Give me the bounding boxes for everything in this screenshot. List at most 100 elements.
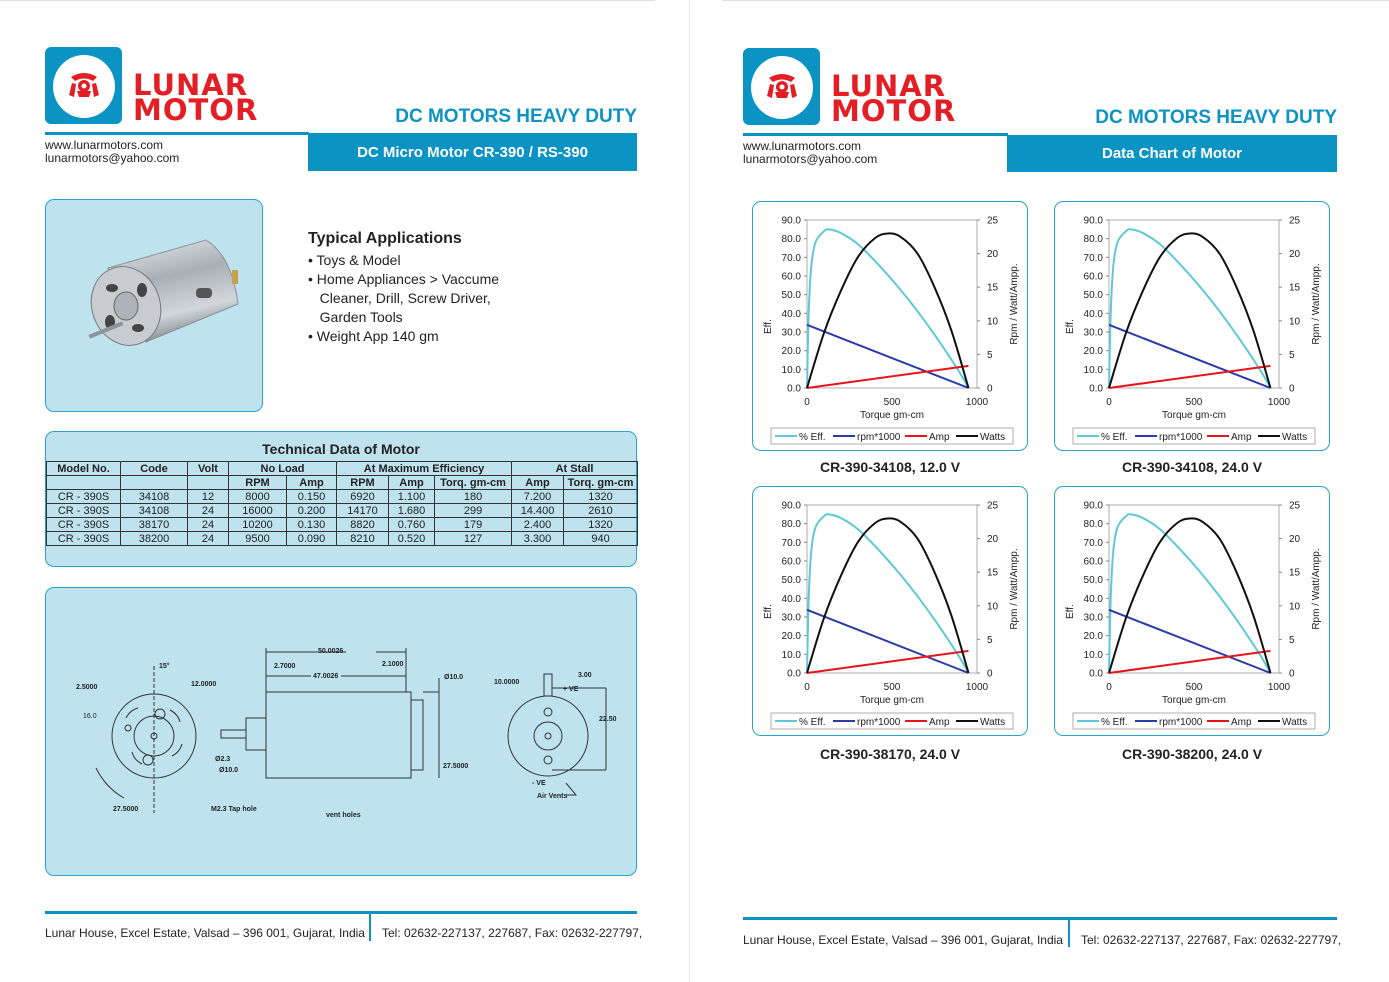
y2-tick-label: 25 <box>1289 501 1301 512</box>
plot-area <box>1108 504 1280 674</box>
motor-photo-panel <box>45 199 263 412</box>
col-header: At Maximum Efficiency <box>335 461 513 476</box>
table-cell: 24 <box>187 503 229 518</box>
y-tick-label: 60.0 <box>1084 272 1104 283</box>
y-tick-label: 30.0 <box>1084 328 1104 339</box>
series-line-watts <box>806 517 970 674</box>
dim-label: 2.7000 <box>274 663 296 670</box>
header-rule <box>45 132 309 135</box>
y-tick-label: 90.0 <box>1084 501 1104 512</box>
dim-label: 27.5000 <box>113 806 138 813</box>
y-tick-label: 90.0 <box>782 216 802 227</box>
website-link[interactable]: www.lunarmotors.com <box>45 138 164 152</box>
footer-phone: Tel: 02632-227137, 227687, Fax: 02632-22… <box>1081 933 1342 947</box>
y-tick-label: 10.0 <box>1084 365 1104 376</box>
brand-name: LUNAR MOTOR <box>831 69 957 128</box>
y-tick-label: 50.0 <box>782 290 802 301</box>
applications-title: Typical Applications <box>308 230 462 247</box>
y-tick-label: 0.0 <box>787 384 801 395</box>
dim-label: Air Vents <box>537 793 567 800</box>
x-tick-label: 0 <box>804 397 810 408</box>
table-cell: CR - 390S <box>46 517 121 532</box>
logo <box>45 47 122 124</box>
dim-label: 2.1000 <box>382 661 404 668</box>
performance-chart: 0.0 10.0 20.0 30.0 40.0 50.0 60.0 70.0 80.0 90.0 0… <box>763 216 1020 445</box>
contact-info: www.lunarmotors.com lunarmotors@yahoo.com <box>743 140 877 166</box>
technical-data-panel: Technical Data of Motor Model No. Code V… <box>45 431 639 567</box>
sub-header: Torq. gm-cm <box>563 475 639 490</box>
y-tick-label: 10.0 <box>1084 650 1104 661</box>
table-cell: 1.680 <box>388 503 435 518</box>
table-cell: 6920 <box>336 489 389 504</box>
y2-tick-label: 25 <box>987 501 999 512</box>
dim-label: Ø2.3 <box>215 756 230 763</box>
y-tick-label: 30.0 <box>782 613 802 624</box>
dimension-drawing-panel: 15° 12.0000 2.5000 16.0 27.5000 M2.3 Tap… <box>45 587 637 876</box>
x-tick-label: 0 <box>1106 397 1112 408</box>
dim-label: + VE <box>563 686 579 693</box>
footer-divider <box>1068 919 1070 947</box>
y2-tick-label: 0 <box>987 384 993 395</box>
chart-title: CR-390-34108, 24.0 V <box>1121 459 1263 475</box>
y-tick-label: 70.0 <box>782 538 802 549</box>
y-tick-label: 20.0 <box>1084 631 1104 642</box>
table-cell: 1320 <box>563 489 639 504</box>
table-title: Technical Data of Motor <box>262 441 420 457</box>
table-cell: 127 <box>433 531 513 546</box>
table-cell: CR - 390S <box>46 489 121 504</box>
chart-title: CR-390-38200, 24.0 V <box>1121 746 1263 762</box>
x-tick-label: 500 <box>1186 397 1203 408</box>
legend-label: rpm*1000 <box>857 432 901 443</box>
table-cell: 7.200 <box>511 489 565 504</box>
y-tick-label: 80.0 <box>1084 519 1104 530</box>
y-tick-label: 0.0 <box>787 669 801 680</box>
footer-rule <box>45 911 637 914</box>
table-cell: 14170 <box>336 503 389 518</box>
table-cell: 34108 <box>120 503 188 518</box>
email-link[interactable]: lunarmotors@yahoo.com <box>45 151 180 165</box>
x-tick-label: 0 <box>1106 682 1112 693</box>
dim-label: 50.0026 <box>318 648 343 655</box>
application-item: • Weight App 140 gm <box>308 328 439 344</box>
legend-label: Amp <box>929 432 950 443</box>
table-cell: 38200 <box>120 531 188 546</box>
col-header: Code <box>120 461 188 476</box>
brand-name: LUNAR MOTOR <box>133 68 259 127</box>
table-cell: 0.130 <box>286 517 337 532</box>
table-row: CR - 390S 34108 12 8000 0.150 6920 1.100 180 7.2… <box>46 489 639 504</box>
application-item: Garden Tools <box>308 309 403 325</box>
header-rule <box>743 133 1008 136</box>
y-tick-label: 70.0 <box>782 253 802 264</box>
y2-tick-label: 15 <box>1289 283 1301 294</box>
y-tick-label: 80.0 <box>1084 234 1104 245</box>
plot-area <box>1108 219 1280 389</box>
legend-label: Amp <box>1231 717 1252 728</box>
y-tick-label: 40.0 <box>782 309 802 320</box>
series-line-eff <box>806 513 970 674</box>
x-tick-label: 500 <box>884 682 901 693</box>
logo-emblem-icon <box>69 73 99 97</box>
y-axis-label: Eff. <box>1065 604 1076 619</box>
table-cell: 10200 <box>228 517 287 532</box>
y2-tick-label: 20 <box>987 249 999 260</box>
legend-label: Amp <box>929 717 950 728</box>
website-link[interactable]: www.lunarmotors.com <box>743 139 862 153</box>
table-cell: 940 <box>563 531 639 546</box>
col-header: No Load <box>228 461 337 476</box>
y-tick-label: 50.0 <box>1084 575 1104 586</box>
table-cell: 38170 <box>120 517 188 532</box>
y2-tick-label: 10 <box>987 601 999 612</box>
series-line-eff <box>806 228 970 389</box>
dim-label: Ø10.0 <box>219 767 238 774</box>
page-separator <box>689 0 690 982</box>
y2-axis-label: Rpm / Watt/Ampp. <box>1009 263 1020 344</box>
series-line-rpm1000 <box>1108 323 1271 389</box>
y-tick-label: 40.0 <box>1084 594 1104 605</box>
email-link[interactable]: lunarmotors@yahoo.com <box>743 152 878 166</box>
legend-label: rpm*1000 <box>1159 717 1203 728</box>
dim-label: Ø10.0 <box>444 674 463 681</box>
dim-label: 2.5000 <box>76 684 98 691</box>
table-row: CR - 390S 34108 24 16000 0.200 14170 1.680 299 1… <box>46 503 639 518</box>
x-tick-label: 1000 <box>966 682 989 693</box>
footer-address: Lunar House, Excel Estate, Valsad – 396 … <box>45 926 365 940</box>
